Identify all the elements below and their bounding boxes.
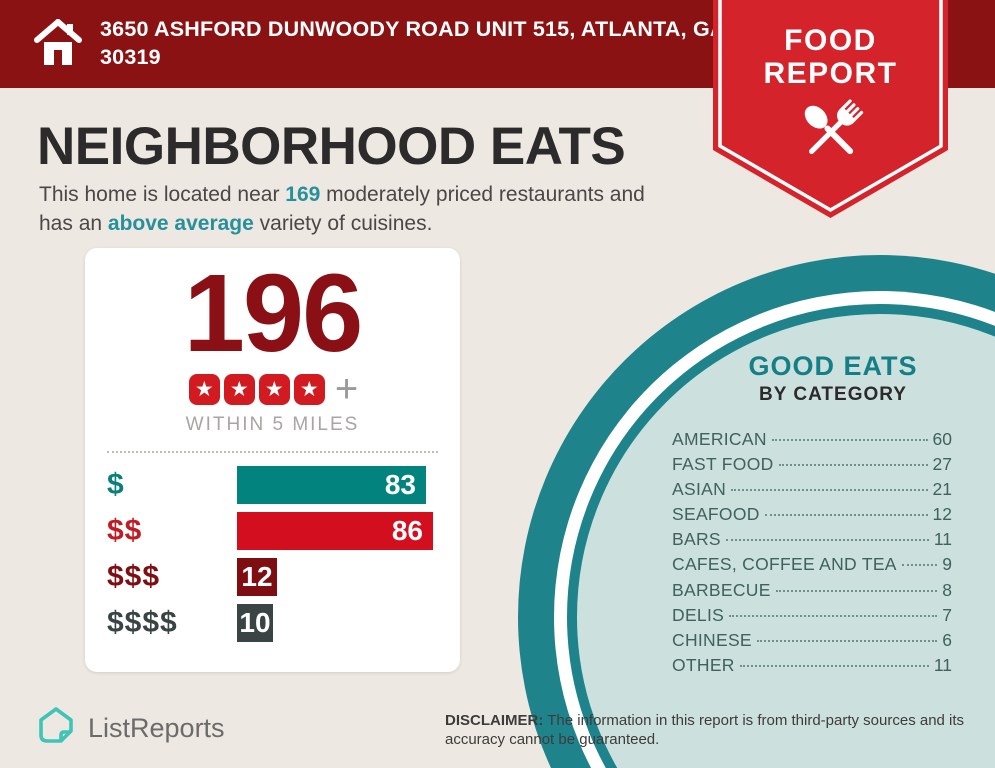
above-average-highlight: above average [107, 212, 254, 235]
dotted-leader [771, 439, 928, 441]
category-row: BARS 11 [672, 529, 952, 554]
star-icon: ★ [223, 373, 255, 405]
category-label: SEAFOOD [672, 504, 760, 525]
price-bar-row: $$$$ 10 [107, 604, 438, 642]
subtitle-text: moderately priced restaurants and [320, 183, 645, 206]
category-row: SEAFOOD 12 [672, 504, 952, 529]
category-row: DELIS 7 [672, 605, 952, 630]
listreports-wordmark: ListReports [88, 713, 225, 743]
crossed-spoon-fork-icon [793, 92, 869, 173]
listreports-house-icon [34, 704, 78, 753]
dotted-leader [739, 664, 929, 667]
disclaimer-text: The information in this report is from t… [445, 712, 965, 748]
badge-title-line1: FOOD [784, 24, 877, 57]
category-row: FAST FOOD 27 [672, 454, 952, 479]
category-label: AMERICAN [672, 429, 767, 449]
price-bar-row: $$ 86 [107, 512, 438, 550]
category-label: BARBECUE [672, 579, 771, 600]
category-row: AMERICAN 60 [672, 429, 952, 454]
category-value: 11 [933, 654, 952, 675]
dotted-leader [764, 514, 928, 517]
price-bar-value: 83 [384, 469, 416, 500]
ribbon-shape [713, 0, 948, 218]
category-value: 11 [933, 529, 952, 550]
price-bar: 12 [237, 558, 277, 596]
good-eats-subtitle: BY CATEGORY [759, 384, 907, 405]
subtitle-text: has an [39, 212, 108, 235]
good-eats-title: GOOD EATS [748, 351, 918, 381]
price-bar-value: 86 [391, 515, 423, 546]
address-line2: 30319 [100, 45, 161, 69]
category-value: 9 [942, 554, 952, 575]
dotted-divider [107, 451, 438, 453]
disclaimer: DISCLAIMER: The information in this repo… [445, 711, 993, 749]
category-label: DELIS [672, 604, 725, 625]
listreports-logo: ListReports [34, 704, 225, 753]
star-icon: ★ [188, 373, 220, 405]
plus-icon: + [334, 367, 359, 411]
category-value: 7 [942, 604, 952, 625]
category-label: CHINESE [672, 629, 752, 650]
category-value: 8 [942, 579, 952, 600]
total-restaurants-count: 196 [183, 252, 364, 375]
price-tier-label: $$$ [107, 560, 161, 593]
price-bar: 86 [237, 512, 433, 550]
price-bar-value: 10 [239, 607, 271, 638]
category-label: BARS [672, 529, 721, 550]
property-address: 3650 ASHFORD DUNWOODY ROAD UNIT 515, ATL… [100, 15, 760, 71]
dotted-leader [775, 589, 938, 592]
food-report-badge: FOOD REPORT [713, 0, 948, 220]
category-row: BARBECUE 8 [672, 580, 952, 605]
dotted-leader [729, 614, 938, 617]
category-row: ASIAN 21 [672, 479, 952, 504]
category-list: AMERICAN 60 FAST FOOD 27 ASIAN 21 SEAFOOD 12 BAR… [672, 429, 952, 680]
dotted-leader [901, 564, 938, 567]
restaurant-stats-card: 196 ★ ★ ★ ★ + WITHIN 5 MILES $83 $$ 86 $$$ 12 $$$… [85, 248, 460, 672]
dotted-leader [731, 489, 928, 492]
star-icon: ★ [258, 373, 290, 405]
restaurant-count-highlight: 169 [285, 183, 321, 206]
category-label: CAFES, COFFEE AND TEA [672, 554, 897, 575]
star-icon: ★ [293, 373, 325, 405]
dotted-leader [778, 464, 928, 467]
price-tier-label: $$$$ [107, 606, 178, 639]
price-bar-value: 12 [241, 561, 273, 592]
category-label: ASIAN [672, 479, 727, 500]
home-icon [34, 18, 82, 71]
radius-label: WITHIN 5 MILES [185, 414, 360, 435]
category-row: CAFES, COFFEE AND TEA 9 [672, 554, 952, 579]
page-subtitle: This home is located near 169 moderately… [39, 180, 739, 238]
dotted-leader [725, 539, 929, 542]
subtitle-text: variety of cuisines. [253, 212, 433, 235]
category-value: 27 [932, 454, 952, 475]
price-tier-label: $$ [107, 514, 143, 547]
star-rating: ★ ★ ★ ★ + [85, 367, 460, 411]
price-bar-row: $$$ 12 [107, 558, 438, 596]
address-line1: 3650 ASHFORD DUNWOODY ROAD UNIT 515, ATL… [100, 17, 726, 41]
page-title: NEIGHBORHOOD EATS [37, 117, 626, 176]
category-row: OTHER 11 [672, 655, 952, 680]
price-bars: $83 $$ 86 $$$ 12 $$$$ 10 [107, 466, 438, 642]
category-label: OTHER [672, 654, 735, 675]
price-tier-label: $ [107, 468, 125, 501]
dotted-leader [756, 639, 938, 642]
category-value: 12 [932, 504, 952, 525]
category-value: 21 [932, 479, 952, 500]
category-row: CHINESE 6 [672, 630, 952, 655]
badge-title-line2: REPORT [763, 57, 898, 90]
category-value: 60 [932, 429, 952, 449]
price-bar-row: $83 [107, 466, 438, 504]
category-label: FAST FOOD [672, 454, 774, 475]
price-bar: 10 [237, 604, 273, 642]
disclaimer-label: DISCLAIMER: [445, 712, 544, 729]
price-bar: 83 [237, 466, 426, 504]
subtitle-text: This home is located near [39, 183, 286, 206]
category-value: 6 [942, 629, 952, 650]
